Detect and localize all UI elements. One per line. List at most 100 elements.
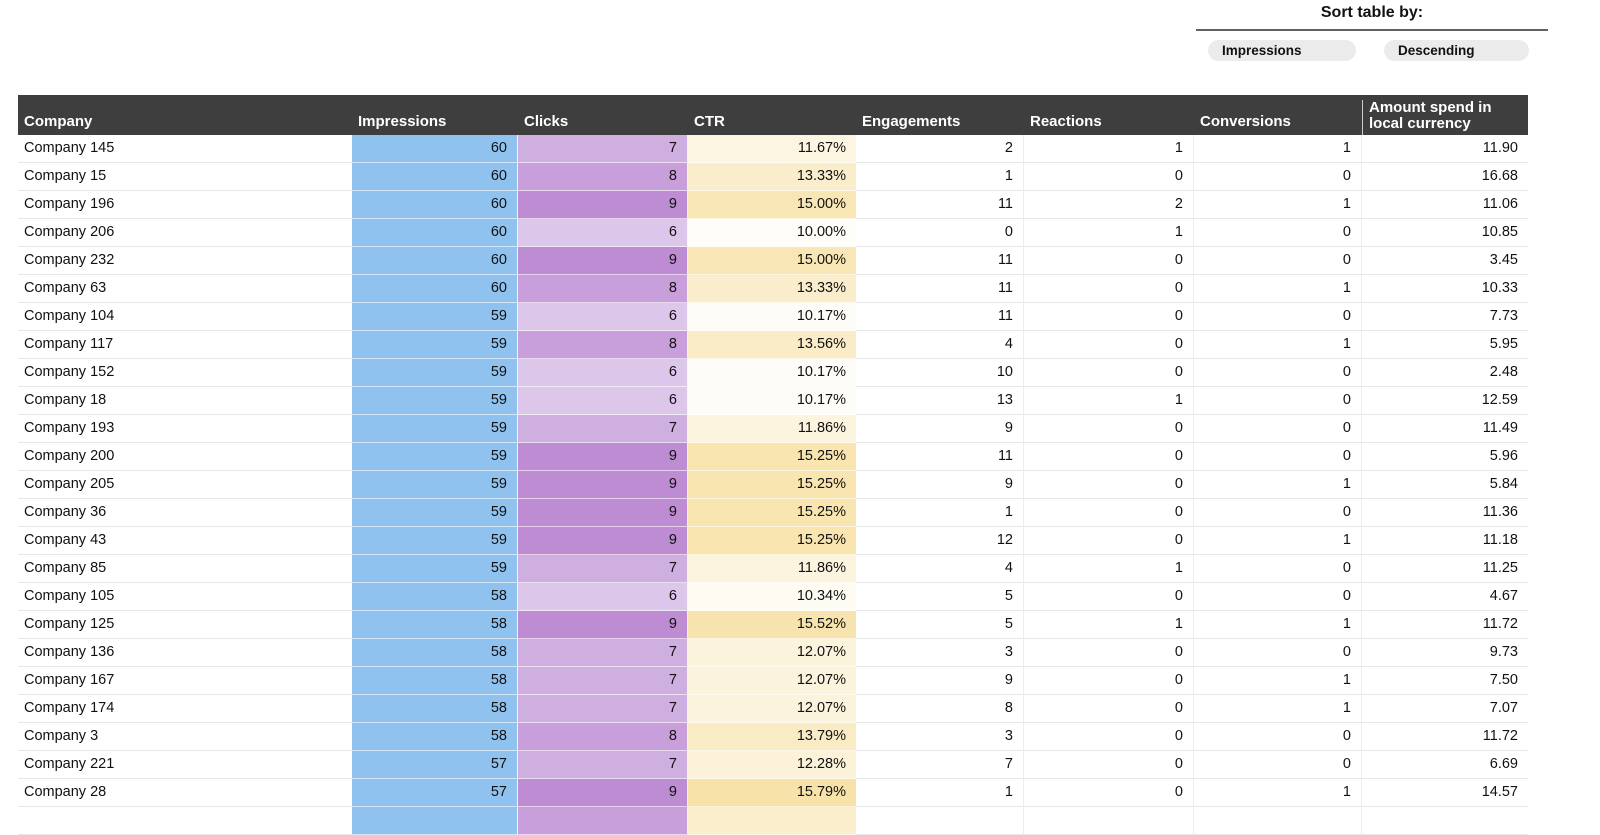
- cell-impressions: 59: [352, 387, 518, 415]
- cell-conversions: 1: [1194, 611, 1362, 639]
- cell-company: Company 125: [18, 611, 352, 639]
- cell-reactions: 0: [1024, 499, 1194, 527]
- cell-reactions: 1: [1024, 555, 1194, 583]
- cell-impressions: 59: [352, 527, 518, 555]
- cell-conversions: 1: [1194, 275, 1362, 303]
- cell-impressions: 60: [352, 163, 518, 191]
- cell-reactions: 0: [1024, 359, 1194, 387]
- cell-company: Company 221: [18, 751, 352, 779]
- cell-reactions: 0: [1024, 779, 1194, 807]
- table-row: Company 105 58 6 10.34% 5 0 0 4.67: [18, 583, 1528, 611]
- cell-company: Company 200: [18, 443, 352, 471]
- cell-clicks: [518, 807, 688, 835]
- table-row: Company 3 58 8 13.79% 3 0 0 11.72: [18, 723, 1528, 751]
- cell-clicks: 6: [518, 303, 688, 331]
- cell-engagements: 9: [856, 415, 1024, 443]
- cell-reactions: 0: [1024, 275, 1194, 303]
- cell-impressions: 57: [352, 779, 518, 807]
- cell-amount: 7.07: [1362, 695, 1528, 723]
- cell-company: Company 3: [18, 723, 352, 751]
- cell-company: Company 152: [18, 359, 352, 387]
- cell-ctr: 15.00%: [688, 191, 856, 219]
- cell-conversions: 0: [1194, 415, 1362, 443]
- table-row: Company 152 59 6 10.17% 10 0 0 2.48: [18, 359, 1528, 387]
- table-row: Company 63 60 8 13.33% 11 0 1 10.33: [18, 275, 1528, 303]
- cell-clicks: 9: [518, 191, 688, 219]
- cell-company: Company 206: [18, 219, 352, 247]
- cell-ctr: 13.79%: [688, 723, 856, 751]
- sort-field-dropdown[interactable]: Impressions: [1208, 40, 1356, 61]
- table-row: Company 104 59 6 10.17% 11 0 0 7.73: [18, 303, 1528, 331]
- cell-conversions: 0: [1194, 219, 1362, 247]
- cell-reactions: 1: [1024, 387, 1194, 415]
- cell-conversions: 0: [1194, 359, 1362, 387]
- cell-amount: 11.90: [1362, 135, 1528, 163]
- cell-ctr: 10.17%: [688, 387, 856, 415]
- cell-engagements: 11: [856, 275, 1024, 303]
- table-row: Company 221 57 7 12.28% 7 0 0 6.69: [18, 751, 1528, 779]
- cell-impressions: 58: [352, 723, 518, 751]
- cell-clicks: 7: [518, 695, 688, 723]
- cell-company: Company 104: [18, 303, 352, 331]
- table-row: Company 206 60 6 10.00% 0 1 0 10.85: [18, 219, 1528, 247]
- cell-amount: 11.06: [1362, 191, 1528, 219]
- cell-impressions: 59: [352, 443, 518, 471]
- cell-company: Company 136: [18, 639, 352, 667]
- table-row: Company 28 57 9 15.79% 1 0 1 14.57: [18, 779, 1528, 807]
- cell-reactions: 0: [1024, 163, 1194, 191]
- sort-direction-dropdown[interactable]: Descending: [1384, 40, 1529, 61]
- table-row: Company 18 59 6 10.17% 13 1 0 12.59: [18, 387, 1528, 415]
- cell-conversions: 0: [1194, 639, 1362, 667]
- cell-amount: 7.50: [1362, 667, 1528, 695]
- cell-clicks: 9: [518, 471, 688, 499]
- cell-reactions: 1: [1024, 135, 1194, 163]
- cell-conversions: 1: [1194, 667, 1362, 695]
- cell-amount: 11.18: [1362, 527, 1528, 555]
- cell-company: Company 15: [18, 163, 352, 191]
- cell-ctr: [688, 807, 856, 835]
- cell-conversions: 0: [1194, 723, 1362, 751]
- table-row: Company 232 60 9 15.00% 11 0 0 3.45: [18, 247, 1528, 275]
- cell-amount: 11.49: [1362, 415, 1528, 443]
- cell-impressions: 58: [352, 583, 518, 611]
- cell-company: Company 196: [18, 191, 352, 219]
- header-ctr: CTR: [694, 114, 725, 130]
- cell-impressions: 57: [352, 751, 518, 779]
- cell-conversions: 0: [1194, 163, 1362, 191]
- table-row: Company 125 58 9 15.52% 5 1 1 11.72: [18, 611, 1528, 639]
- cell-impressions: 58: [352, 695, 518, 723]
- cell-ctr: 12.28%: [688, 751, 856, 779]
- cell-amount: 5.95: [1362, 331, 1528, 359]
- sort-pills: Impressions Descending: [1196, 40, 1548, 61]
- cell-impressions: 60: [352, 219, 518, 247]
- cell-ctr: 15.25%: [688, 499, 856, 527]
- cell-conversions: [1194, 807, 1362, 835]
- cell-clicks: 8: [518, 275, 688, 303]
- cell-company: Company 36: [18, 499, 352, 527]
- cell-conversions: 0: [1194, 247, 1362, 275]
- cell-conversions: 1: [1194, 695, 1362, 723]
- cell-engagements: 4: [856, 555, 1024, 583]
- cell-amount: 11.72: [1362, 611, 1528, 639]
- header-conversions: Conversions: [1200, 114, 1291, 130]
- cell-engagements: 0: [856, 219, 1024, 247]
- cell-company: Company 63: [18, 275, 352, 303]
- cell-amount: 11.36: [1362, 499, 1528, 527]
- cell-engagements: 7: [856, 751, 1024, 779]
- cell-ctr: 10.34%: [688, 583, 856, 611]
- header-clicks: Clicks: [524, 114, 569, 130]
- cell-company: Company 145: [18, 135, 352, 163]
- cell-company: Company 167: [18, 667, 352, 695]
- cell-impressions: 59: [352, 555, 518, 583]
- cell-clicks: 6: [518, 387, 688, 415]
- cell-ctr: 15.25%: [688, 527, 856, 555]
- cell-company: Company 174: [18, 695, 352, 723]
- cell-conversions: 0: [1194, 303, 1362, 331]
- cell-impressions: 59: [352, 303, 518, 331]
- cell-engagements: 4: [856, 331, 1024, 359]
- cell-company: Company 193: [18, 415, 352, 443]
- sort-widget: Sort table by: Impressions Descending: [1196, 4, 1548, 61]
- cell-engagements: 9: [856, 471, 1024, 499]
- cell-clicks: 9: [518, 247, 688, 275]
- cell-company: Company 232: [18, 247, 352, 275]
